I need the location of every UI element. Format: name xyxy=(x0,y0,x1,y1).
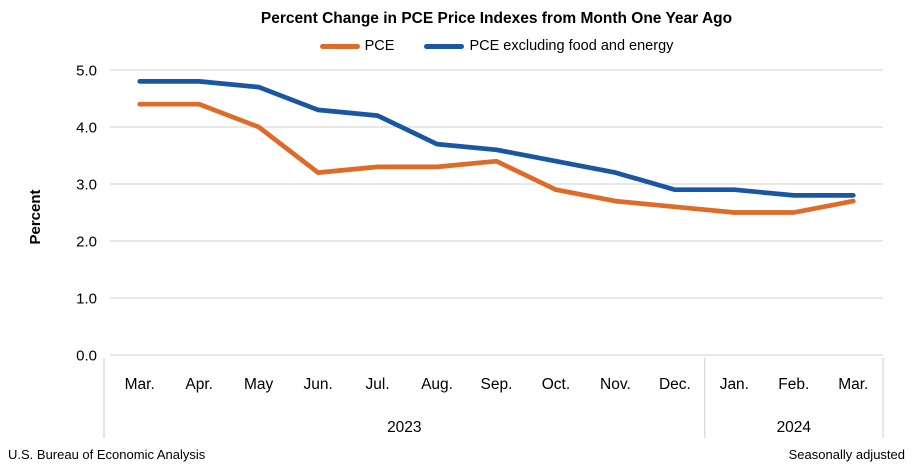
source-note: U.S. Bureau of Economic Analysis xyxy=(8,447,206,462)
x-tick-label: Jul. xyxy=(366,376,390,393)
x-tick-label: Oct. xyxy=(542,376,570,393)
y-axis-tick-labels: 5.0 4.0 3.0 2.0 1.0 0.0 xyxy=(76,62,97,364)
adjustment-note: Seasonally adjusted xyxy=(788,447,905,462)
x-axis-month-labels: Mar. Apr. May Jun. Jul. Aug. Sep. Oct. Nov. Dec. J… xyxy=(125,376,869,393)
core-pce-line-swatch xyxy=(424,43,465,49)
x-tick-label: Apr. xyxy=(185,376,213,393)
x-tick-label: Feb. xyxy=(778,376,809,393)
legend-label-pce: PCE xyxy=(364,38,395,54)
legend: PCE PCE excluding food and energy xyxy=(110,39,883,54)
legend-item-pce: PCE xyxy=(319,38,395,54)
legend-item-core-pce: PCE excluding food and energy xyxy=(424,39,673,54)
x-tick-label: May xyxy=(244,376,274,393)
series-line-core-pce xyxy=(137,79,856,198)
year-label: 2024 xyxy=(777,419,812,436)
x-tick-label: Mar. xyxy=(125,376,155,393)
year-label: 2023 xyxy=(387,419,421,436)
chart-title: Percent Change in PCE Price Indexes from… xyxy=(260,10,733,27)
x-tick-label: Dec. xyxy=(659,376,691,393)
pce-line-swatch xyxy=(319,43,360,49)
x-tick-label: Sep. xyxy=(481,376,513,393)
legend-label-core-pce: PCE excluding food and energy xyxy=(469,38,674,54)
y-tick-label: 4.0 xyxy=(76,119,97,136)
y-tick-label: 2.0 xyxy=(76,233,97,250)
x-tick-label: Aug. xyxy=(421,376,453,393)
y-tick-label: 5.0 xyxy=(76,62,97,79)
x-tick-label: Nov. xyxy=(600,376,631,393)
series-line-pce xyxy=(137,101,856,215)
y-tick-label: 1.0 xyxy=(76,290,97,307)
x-tick-label: Mar. xyxy=(838,376,868,393)
y-tick-label: 3.0 xyxy=(76,176,97,193)
x-tick-label: Jan. xyxy=(720,376,749,393)
axis-dividers xyxy=(103,358,884,438)
gridlines xyxy=(110,69,883,356)
y-tick-label: 0.0 xyxy=(76,347,97,364)
x-axis-year-labels: 2023 2024 xyxy=(387,419,811,436)
x-tick-label: Jun. xyxy=(303,376,332,393)
